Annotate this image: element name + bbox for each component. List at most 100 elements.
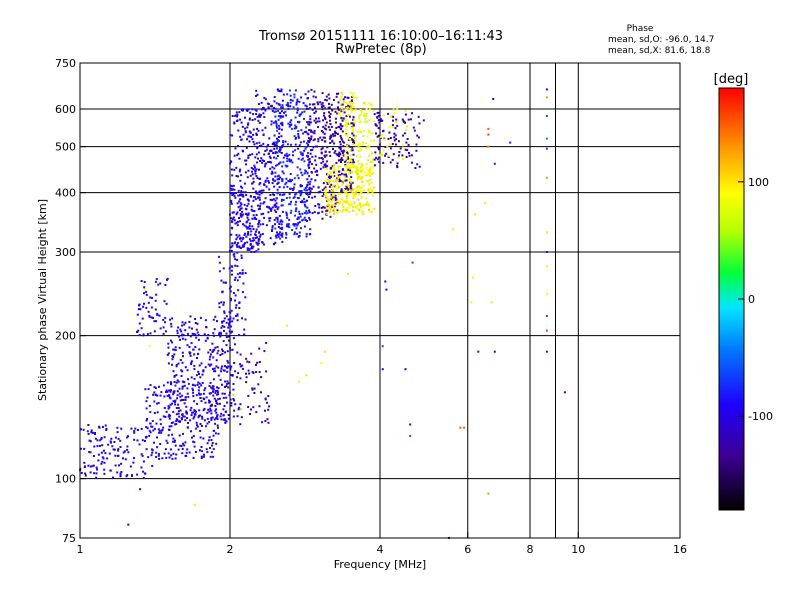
data-point (334, 134, 337, 137)
data-point (247, 406, 250, 408)
data-point (217, 349, 220, 352)
data-point (279, 220, 282, 223)
data-point (406, 125, 408, 128)
data-point (341, 182, 344, 185)
data-point (266, 205, 269, 208)
data-point (359, 109, 362, 111)
data-point (348, 160, 350, 163)
data-point (405, 128, 408, 131)
data-point (255, 363, 257, 366)
data-point (296, 218, 299, 220)
data-point (273, 106, 275, 109)
data-point (273, 167, 276, 170)
data-point (177, 420, 180, 423)
data-point (336, 133, 339, 135)
data-point (342, 117, 345, 120)
data-point (351, 189, 354, 192)
x-tick-label: 4 (377, 543, 384, 556)
data-point (233, 253, 236, 256)
data-point (229, 320, 232, 323)
data-point (290, 159, 293, 162)
data-point (337, 92, 340, 95)
data-point (257, 223, 260, 226)
data-point (169, 318, 171, 321)
data-point (366, 146, 369, 149)
data-point (212, 356, 215, 359)
data-point (276, 191, 279, 194)
data-point (344, 165, 347, 168)
data-point (545, 137, 548, 140)
data-point (234, 196, 237, 199)
data-point (274, 175, 277, 178)
data-point (240, 185, 242, 188)
data-point (236, 119, 239, 122)
data-point (278, 132, 281, 135)
data-point (218, 333, 220, 336)
data-point (102, 457, 105, 460)
data-point (253, 392, 256, 394)
data-point (230, 404, 233, 407)
data-point (355, 172, 358, 175)
data-point (251, 209, 254, 212)
data-point (181, 361, 184, 364)
data-point (306, 206, 309, 209)
data-point (142, 470, 144, 473)
data-point (323, 136, 326, 139)
data-point (298, 221, 301, 224)
data-point (255, 214, 258, 216)
data-point (286, 101, 289, 104)
data-point (317, 126, 319, 129)
data-point (172, 348, 175, 351)
data-point (346, 144, 349, 147)
data-point (233, 219, 236, 222)
data-point (235, 234, 238, 236)
data-point (252, 245, 255, 248)
data-point (174, 444, 177, 447)
data-point (237, 129, 240, 132)
data-point (341, 197, 344, 200)
data-point (563, 391, 566, 394)
data-point (306, 155, 309, 158)
data-point (333, 168, 336, 171)
data-point (358, 121, 361, 123)
data-point (363, 120, 366, 123)
data-point (308, 183, 311, 186)
data-point (244, 232, 247, 235)
data-point (212, 318, 215, 321)
data-point (230, 217, 233, 220)
data-point (245, 212, 248, 215)
data-point (343, 141, 346, 144)
data-point (352, 97, 355, 99)
data-point (347, 122, 350, 125)
data-point (493, 162, 496, 165)
data-point (351, 171, 354, 174)
data-point (240, 203, 243, 206)
data-point (361, 175, 363, 178)
data-point (235, 238, 238, 241)
data-point (302, 218, 305, 221)
data-point (313, 132, 316, 135)
data-point (157, 283, 160, 286)
data-point (209, 348, 212, 351)
data-point (278, 146, 281, 149)
data-point (179, 409, 182, 412)
data-point (245, 225, 248, 228)
data-point (330, 183, 333, 186)
data-point (285, 114, 287, 117)
data-point (339, 174, 342, 176)
data-point (256, 115, 259, 118)
data-point (144, 388, 147, 391)
data-point (377, 146, 380, 149)
data-point (386, 145, 389, 148)
data-point (230, 202, 233, 205)
data-point (295, 227, 298, 230)
data-point (356, 130, 359, 133)
data-point (344, 119, 347, 122)
data-point (276, 218, 279, 221)
data-point (109, 469, 112, 472)
data-point (253, 143, 256, 146)
data-point (236, 313, 239, 316)
data-point (337, 174, 340, 177)
data-point (220, 412, 223, 415)
data-point (338, 166, 340, 169)
